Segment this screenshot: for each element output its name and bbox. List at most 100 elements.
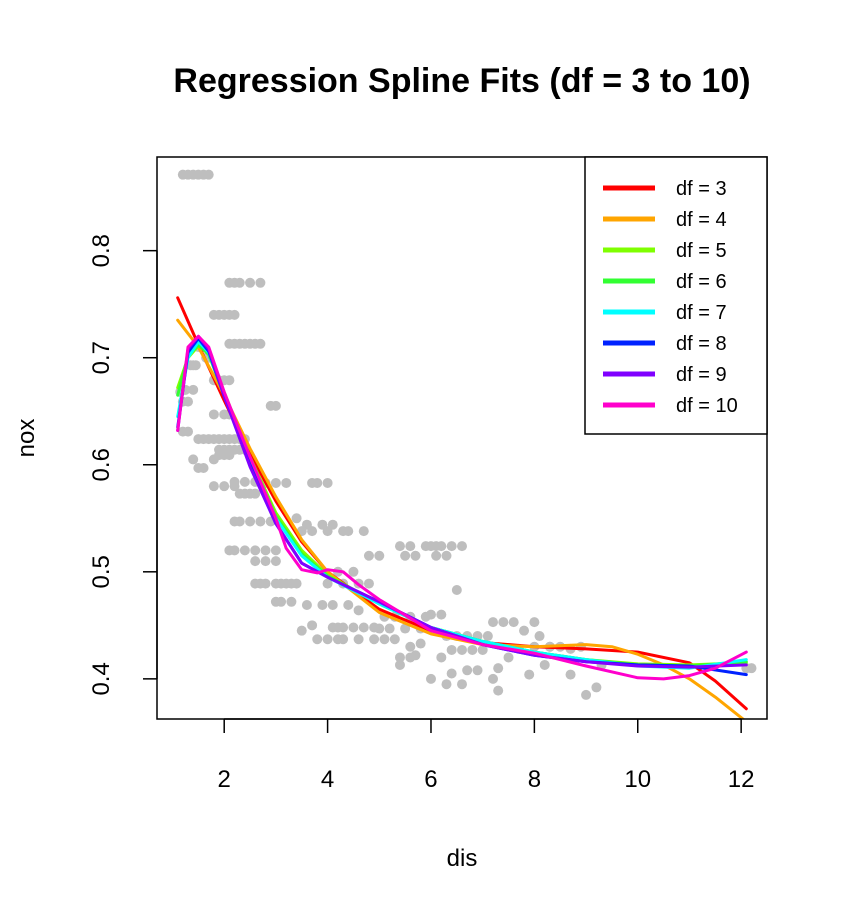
data-point [410, 650, 421, 661]
data-point [322, 477, 333, 488]
data-point [250, 488, 261, 499]
x-tick-label: 4 [321, 766, 334, 793]
data-point [312, 634, 323, 645]
legend-label-6: df = 8 [676, 333, 727, 355]
data-point [183, 426, 194, 437]
y-tick-label: 0.7 [88, 341, 115, 374]
data-point [234, 516, 245, 527]
legend-label-7: df = 9 [676, 364, 727, 386]
data-point [446, 644, 457, 655]
spline-lines [176, 296, 748, 719]
data-point [307, 526, 318, 537]
data-point [405, 641, 416, 652]
x-tick-label: 6 [424, 766, 437, 793]
legend-label-3: df = 5 [676, 240, 727, 262]
data-point [446, 541, 457, 552]
data-point [529, 617, 540, 628]
data-point [379, 634, 390, 645]
data-point [467, 644, 478, 655]
data-point [229, 309, 240, 320]
data-point [198, 462, 209, 473]
data-point [322, 526, 333, 537]
data-point [457, 541, 467, 552]
data-point [327, 599, 338, 610]
data-point [203, 169, 214, 180]
data-point [322, 634, 333, 645]
data-point [436, 652, 447, 663]
legend-box [584, 156, 768, 435]
x-axis-title: dis [447, 845, 478, 872]
data-point [281, 477, 292, 488]
data-point [255, 277, 266, 288]
data-point [245, 516, 256, 527]
data-point [312, 477, 323, 488]
data-point [503, 652, 514, 663]
data-point [234, 277, 245, 288]
data-point [482, 631, 493, 642]
data-point [581, 689, 592, 700]
data-point [358, 526, 369, 537]
chart-title: Regression Spline Fits (df = 3 to 10) [173, 62, 750, 100]
data-point [276, 596, 287, 607]
x-tick-label: 10 [624, 766, 651, 793]
data-point [270, 545, 281, 556]
data-point [394, 652, 405, 663]
data-point [317, 599, 328, 610]
data-point [343, 599, 354, 610]
data-point [374, 623, 385, 634]
data-point [255, 516, 266, 527]
data-point [400, 550, 411, 561]
data-point [270, 556, 281, 567]
data-point [219, 481, 230, 492]
legend-label-1: df = 3 [676, 178, 727, 200]
data-point [270, 477, 281, 488]
data-point [405, 541, 416, 552]
data-point [539, 659, 550, 670]
data-point [457, 644, 467, 655]
data-point [260, 578, 271, 589]
data-point [410, 550, 421, 561]
scatter-points [175, 169, 757, 700]
data-point [415, 638, 426, 649]
legend-label-8: df = 10 [676, 395, 738, 417]
data-point [519, 625, 530, 636]
data-point [498, 617, 509, 628]
data-point [239, 476, 250, 487]
data-point [591, 682, 602, 693]
data-point [457, 679, 467, 690]
data-point [431, 550, 442, 561]
x-tick-label: 2 [218, 766, 231, 793]
data-point [363, 550, 374, 561]
data-point [488, 673, 499, 684]
data-point [462, 665, 473, 676]
x-axis: 2 4 6 8 10 12 [218, 718, 755, 793]
legend: df = 3 df = 4 df = 5 df = 6 df = 7 df = 8 df =… [584, 156, 768, 435]
legend-label-5: df = 7 [676, 302, 727, 324]
data-point [188, 384, 199, 395]
data-point [208, 481, 219, 492]
data-point [493, 663, 504, 674]
data-point [307, 620, 318, 631]
data-point [534, 631, 545, 642]
data-point [188, 454, 199, 465]
data-point [565, 669, 576, 680]
y-tick-label: 0.5 [88, 555, 115, 588]
data-point [353, 605, 364, 616]
data-point [477, 644, 488, 655]
data-point [493, 685, 504, 696]
y-tick-label: 0.4 [88, 662, 115, 695]
data-point [389, 634, 400, 645]
data-point [746, 663, 757, 674]
data-point [425, 609, 436, 620]
data-point [260, 556, 271, 567]
data-point [291, 578, 302, 589]
data-point [394, 659, 405, 670]
data-point [451, 585, 462, 596]
data-point [255, 338, 266, 349]
data-point [441, 550, 452, 561]
data-point [436, 609, 447, 620]
y-tick-label: 0.8 [88, 234, 115, 267]
x-tick-label: 8 [528, 766, 541, 793]
data-point [291, 513, 302, 524]
